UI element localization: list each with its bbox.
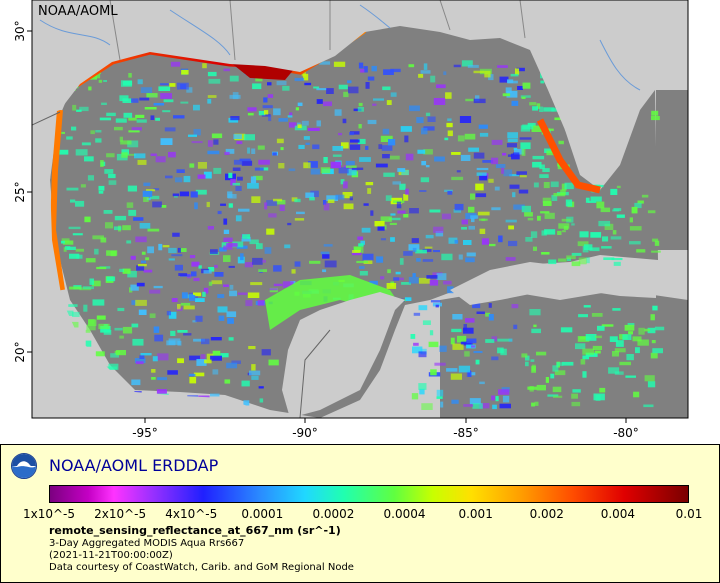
map-canvas[interactable]: 30° 25° 20° -95° -90° -85° -80° xyxy=(0,0,720,440)
lon-tick-label-95: -95° xyxy=(132,426,158,440)
noaa-logo xyxy=(11,453,37,479)
lat-tick-label-25: 25° xyxy=(13,181,27,202)
legend-title: NOAA/AOML ERDDAP xyxy=(49,456,219,475)
colorbar-tick-label: 0.0004 xyxy=(383,507,426,521)
colorbar xyxy=(49,485,689,503)
colorbar-tick-label: 0.004 xyxy=(600,507,636,521)
lon-axis: -95° -90° -85° -80° xyxy=(132,418,639,440)
yucatan-shelf xyxy=(265,275,400,330)
colorbar-tick-label: 4x10^-5 xyxy=(165,507,218,521)
caribbean-water xyxy=(440,290,688,418)
colorbar-tick-label: 1x10^-5 xyxy=(22,507,76,521)
map-credit: NOAA/AOML xyxy=(38,4,118,19)
colorbar-tick-label: 0.002 xyxy=(529,507,564,521)
legend-panel: NOAA/AOML ERDDAP 1x10^-5 2x10^-5 4x10^-5 0.… xyxy=(0,444,720,583)
mexico-mainland xyxy=(32,115,300,418)
yucatan-peninsula xyxy=(282,292,405,418)
colorbar-tick-label: 2x10^-5 xyxy=(94,507,147,521)
texas-coast-band xyxy=(49,109,65,291)
dataset-description: 3-Day Aggregated MODIS Aqua Rrs667 xyxy=(49,538,245,549)
lon-tick-label-85: -85° xyxy=(453,426,479,440)
lat-tick-label-20: 20° xyxy=(13,341,27,362)
florida-coast-band xyxy=(536,118,601,194)
variable-name: remote_sensing_reflectance_at_667_nm (sr… xyxy=(49,524,341,537)
us-mainland xyxy=(32,0,688,182)
dataset-time: (2021-11-21T00:00:00Z) xyxy=(49,550,173,561)
lat-axis: 30° 25° 20° xyxy=(13,20,32,363)
colorbar-tick-label: 0.0002 xyxy=(312,507,355,521)
plot-frame xyxy=(31,0,689,419)
atlantic-strip xyxy=(656,90,688,250)
cuba xyxy=(450,262,656,305)
country-border xyxy=(32,111,331,418)
lon-tick-label-80: -80° xyxy=(613,426,639,440)
map-frame: 30° 25° 20° -95° -90° -85° -80° NOAA/AOM… xyxy=(0,0,720,440)
data-credit: Data courtesy of CoastWatch, Carib. and … xyxy=(49,562,354,573)
colorbar-tick-label: 0.001 xyxy=(458,507,493,521)
state-border xyxy=(109,0,526,61)
lon-tick-label-90: -90° xyxy=(292,426,318,440)
bahamas-landmass xyxy=(656,0,688,90)
lat-tick-label-30: 30° xyxy=(13,20,27,41)
colorbar-tick-label: 0.0001 xyxy=(241,507,284,521)
colorbar-tick-label: 0.01 xyxy=(675,507,703,521)
river xyxy=(39,4,641,91)
